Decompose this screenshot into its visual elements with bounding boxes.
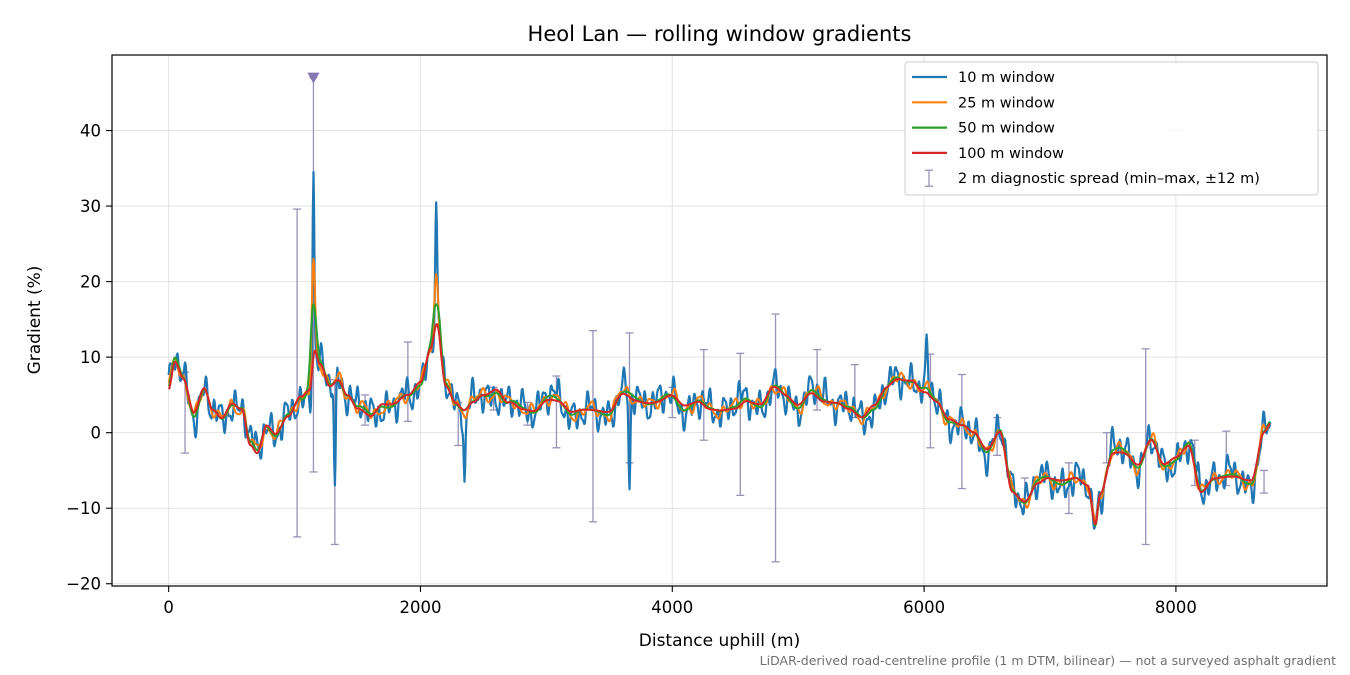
x-axis-label: Distance uphill (m)	[639, 631, 800, 651]
y-tick-label: 40	[80, 122, 101, 141]
y-tick-label: 20	[80, 273, 101, 292]
peak-marker-group	[307, 72, 320, 84]
y-axis-ticks: −20 −10 0 10 20 30 40	[66, 122, 112, 594]
chart-title: Heol Lan — rolling window gradients	[528, 22, 912, 46]
y-tick-label: 30	[80, 197, 101, 216]
x-axis-ticks: 0 2000 4000 6000 8000	[163, 586, 1197, 617]
y-tick-label: 10	[80, 348, 101, 367]
series-lines	[167, 171, 1272, 530]
peak-marker	[307, 72, 320, 84]
legend: 10 m window 25 m window 50 m window 100 m w…	[904, 61, 1319, 196]
legend-label: 25 m window	[958, 95, 1055, 111]
series-line-100-m-window	[167, 323, 1271, 526]
legend-label: 100 m window	[958, 146, 1064, 162]
legend-label: 2 m diagnostic spread (min–max, ±12 m)	[958, 171, 1260, 187]
x-tick-label: 4000	[651, 598, 693, 617]
x-tick-label: 6000	[903, 598, 945, 617]
x-tick-label: 0	[163, 598, 174, 617]
y-axis-label: Gradient (%)	[25, 266, 45, 375]
legend-label: 10 m window	[958, 70, 1055, 86]
y-tick-label: 0	[91, 424, 102, 443]
y-tick-label: −20	[66, 575, 101, 594]
legend-box	[904, 61, 1319, 196]
plot-frame	[111, 54, 1328, 587]
footnote: LiDAR-derived road-centreline profile (1…	[760, 653, 1336, 668]
x-tick-label: 2000	[399, 598, 441, 617]
y-tick-label: −10	[66, 499, 101, 518]
x-tick-label: 8000	[1155, 598, 1197, 617]
legend-label: 50 m window	[958, 121, 1055, 137]
